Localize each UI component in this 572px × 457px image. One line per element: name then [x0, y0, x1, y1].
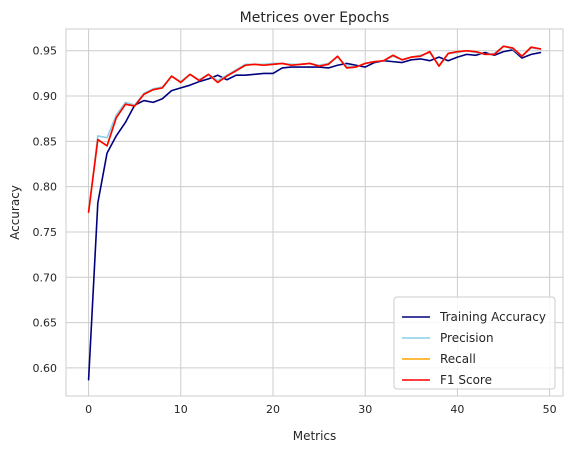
x-tick-label: 40 [450, 403, 464, 416]
plot-area-frame [65, 28, 564, 397]
series-lines [87, 45, 542, 381]
y-tick-label: 0.95 [33, 45, 58, 58]
grid [66, 29, 563, 396]
legend-label: Recall [440, 352, 476, 366]
series-line-f1-score [87, 45, 542, 213]
y-tick-label: 0.75 [33, 226, 58, 239]
tick-labels: 0 10 20 30 40 50 0.60 0.65 0.70 0.75 0.80 0.85 0.90 0… [33, 45, 557, 416]
legend-label: F1 Score [440, 373, 492, 387]
x-tick-label: 50 [543, 403, 557, 416]
x-tick-label: 20 [266, 403, 280, 416]
y-axis-label: Accuracy [8, 185, 22, 240]
x-tick-label: 30 [358, 403, 372, 416]
series-line-training-accuracy [87, 49, 542, 381]
x-tick-label: 10 [174, 403, 188, 416]
y-tick-label: 0.90 [33, 90, 58, 103]
legend-box [393, 296, 556, 390]
y-tick-label: 0.70 [33, 271, 58, 284]
chart-title: Metrices over Epochs [240, 10, 390, 26]
legend: Training Accuracy Precision Recall F1 Score [393, 296, 556, 390]
y-tick-label: 0.65 [33, 317, 58, 330]
x-tick-label: 0 [85, 403, 92, 416]
x-axis-label: Metrics [293, 429, 337, 443]
y-tick-label: 0.60 [33, 362, 58, 375]
legend-label: Training Accuracy [439, 310, 546, 324]
y-tick-label: 0.85 [33, 135, 58, 148]
legend-items: Training Accuracy Precision Recall F1 Score [402, 310, 546, 387]
y-tick-label: 0.80 [33, 181, 58, 194]
legend-label: Precision [440, 331, 494, 345]
axes-frame [65, 28, 564, 397]
